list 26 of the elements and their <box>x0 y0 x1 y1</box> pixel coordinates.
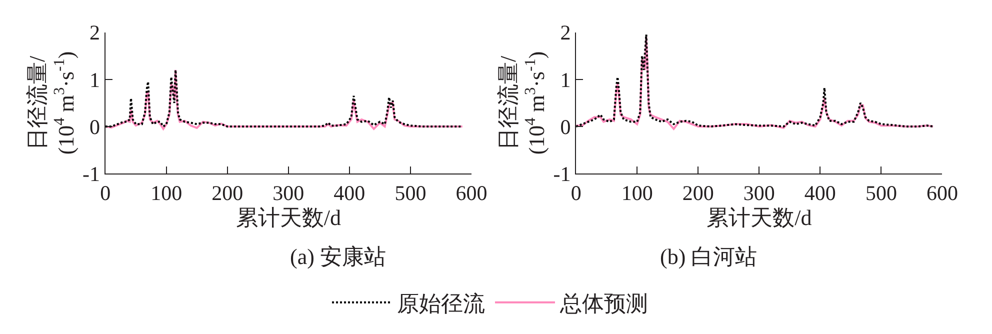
y-tick-label: 1 <box>90 68 100 92</box>
y-tick-label: 2 <box>90 20 100 45</box>
y-tick-label: -1 <box>553 162 571 186</box>
x-tick-label: 600 <box>456 180 488 205</box>
x-tick-label: 300 <box>272 180 304 205</box>
y-tick-label: -1 <box>82 162 100 186</box>
x-axis-title: 累计天数/d <box>236 204 341 230</box>
x-tick-label: 100 <box>621 180 653 205</box>
x-axis-title: 累计天数/d <box>706 204 812 230</box>
x-tick-label: 300 <box>743 180 775 205</box>
x-tick-label: 400 <box>804 180 836 205</box>
y-tick-label: 1 <box>560 68 571 92</box>
y-tick-label: 0 <box>560 114 571 139</box>
x-tick-label: 200 <box>682 180 714 205</box>
legend-label: 总体预测 <box>559 290 648 316</box>
text: (a) 安康站 <box>290 244 386 269</box>
x-tick-label: 400 <box>334 180 366 205</box>
x-tick-label: 100 <box>150 180 182 205</box>
y-tick-label: 2 <box>560 20 571 45</box>
legend-label: 原始径流 <box>397 290 485 316</box>
x-tick-label: 500 <box>865 180 897 205</box>
x-tick-label: 200 <box>212 180 244 205</box>
y-tick-label: 0 <box>90 114 100 139</box>
x-tick-label: 600 <box>926 180 958 205</box>
x-tick-label: 500 <box>394 180 426 205</box>
text: (b) 白河站 <box>660 244 758 269</box>
